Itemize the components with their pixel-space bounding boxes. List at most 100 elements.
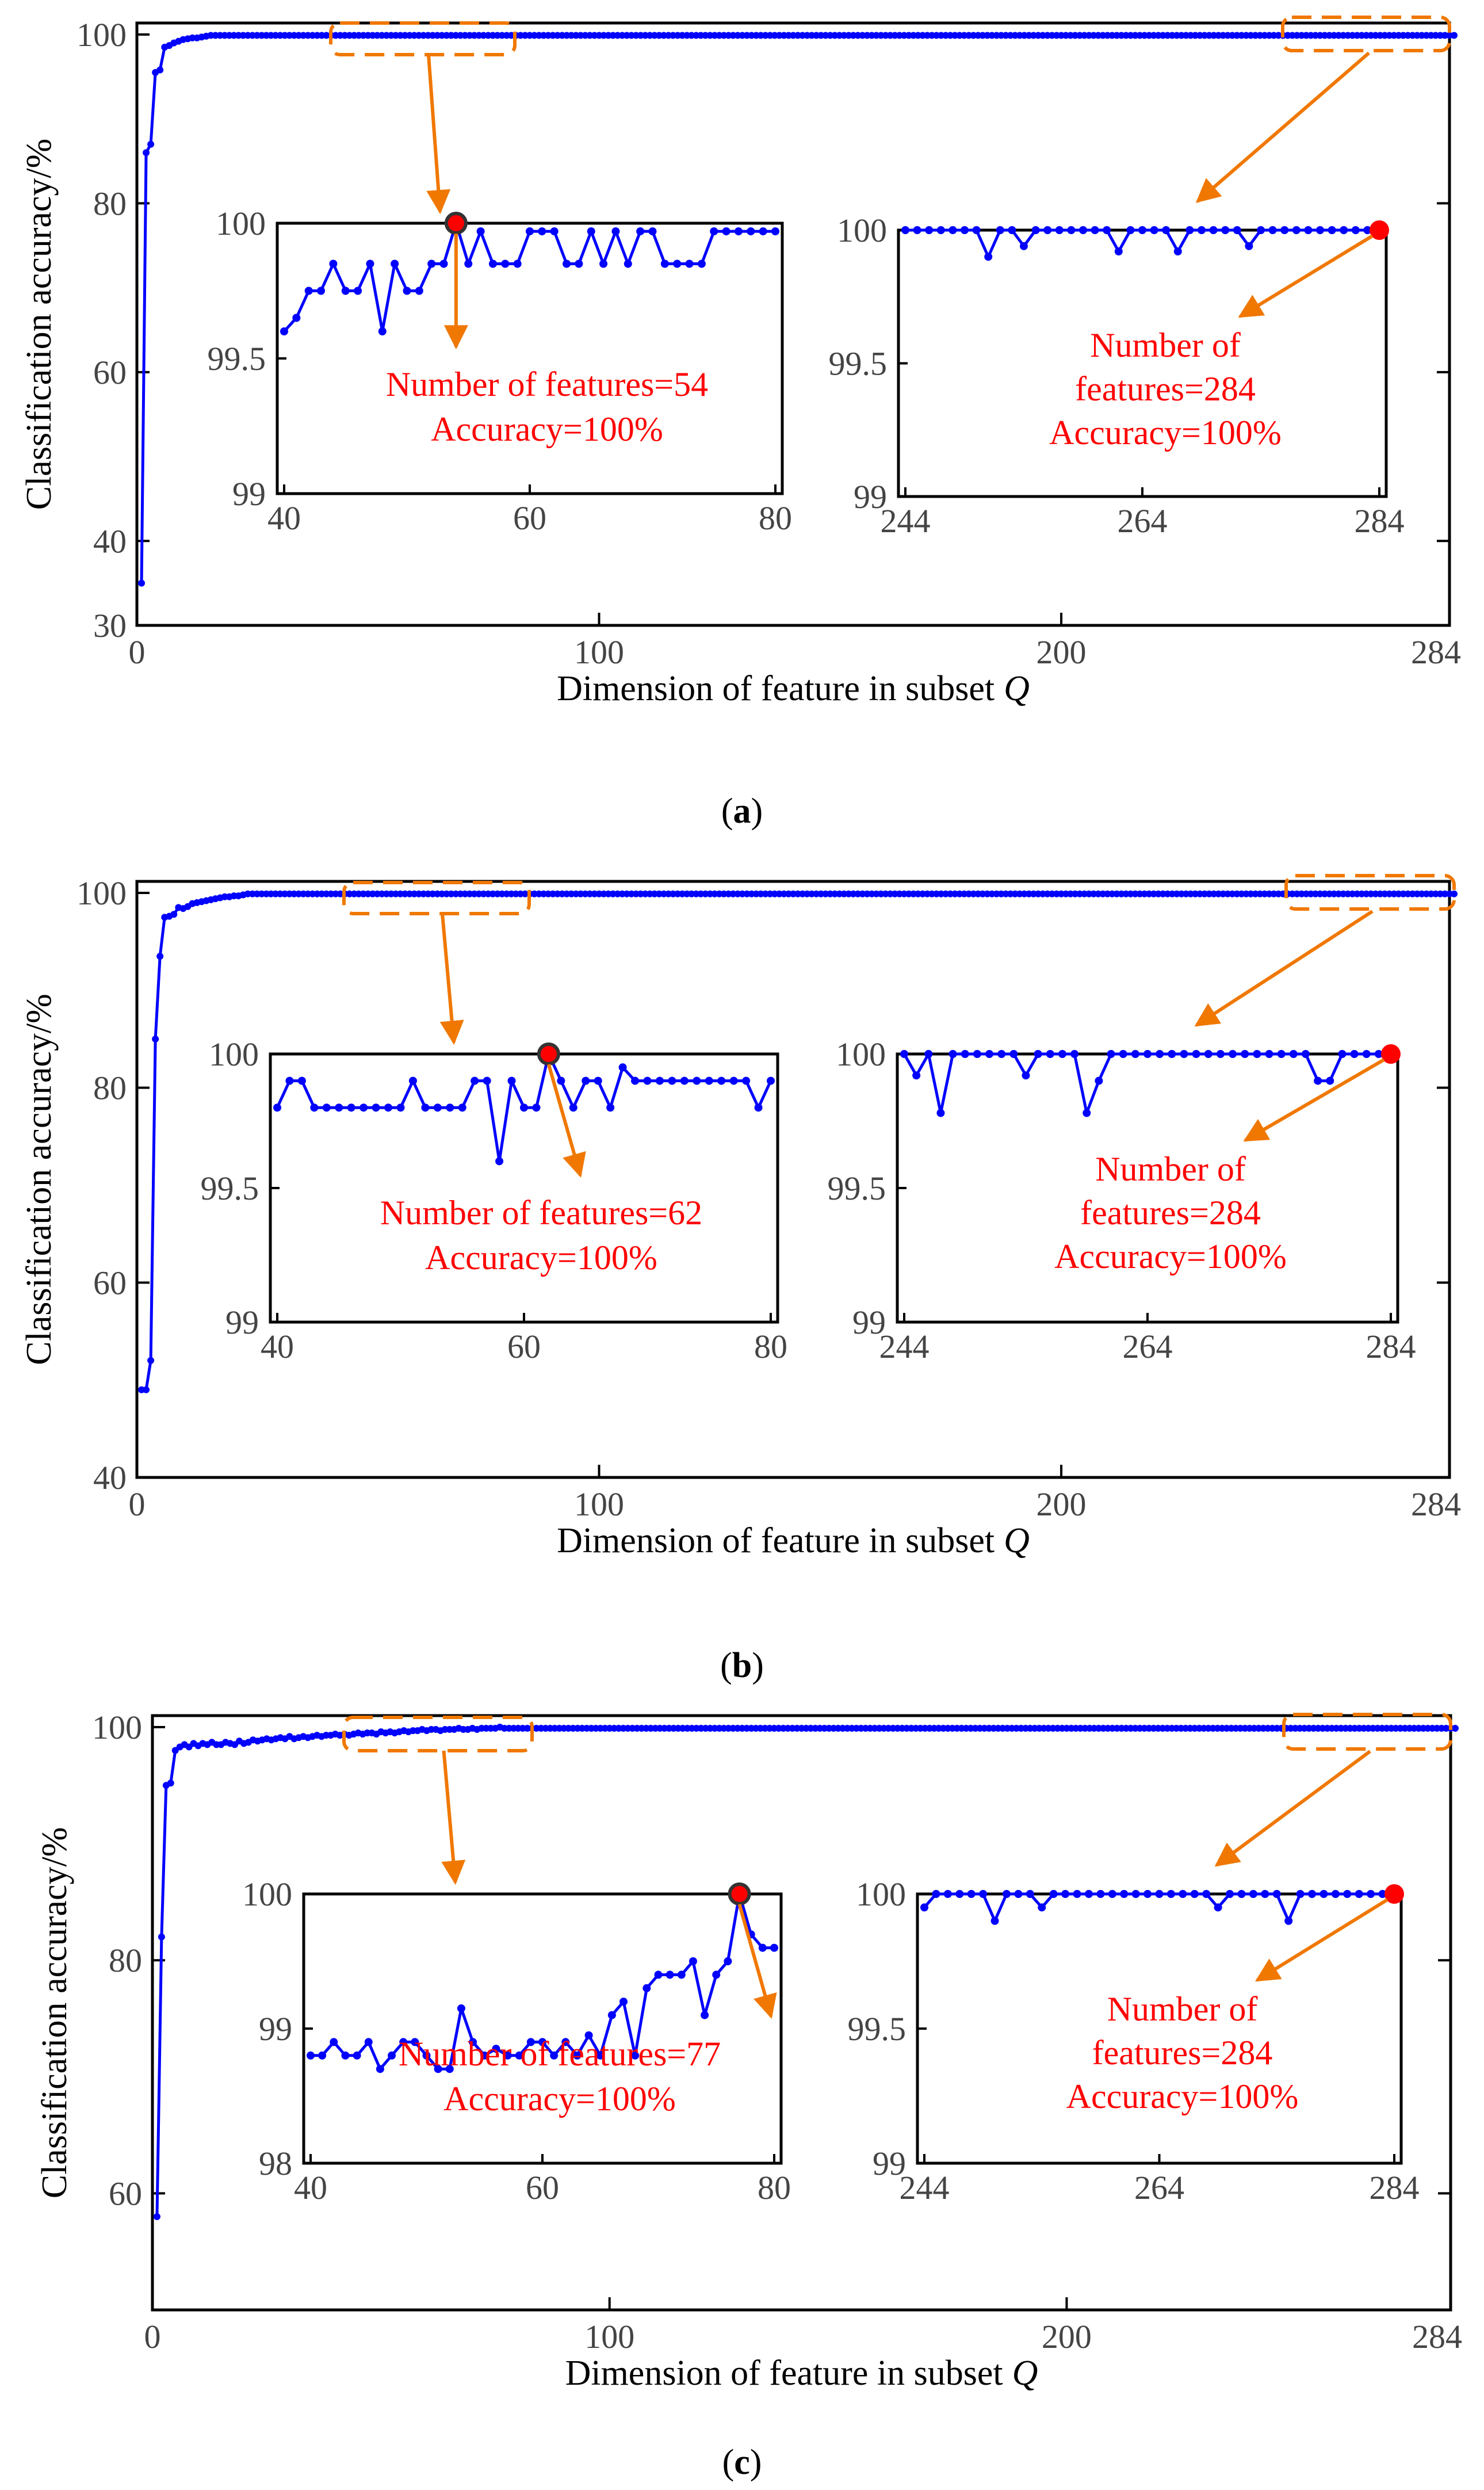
inset-data-point	[943, 1890, 952, 1898]
main-axes-frame	[135, 880, 1451, 1479]
inset-data-point	[648, 227, 657, 236]
x-axis-label-text: Dimension of feature in subset	[565, 2354, 1003, 2393]
inset-x-tick-label: 284	[1355, 502, 1405, 540]
inset-data-point	[439, 259, 448, 268]
inset-data-point	[335, 1103, 343, 1112]
inset-data-point	[532, 1103, 541, 1112]
inset-data-point	[376, 2065, 384, 2073]
inset-frame	[269, 1052, 779, 1324]
inset-data-point	[1038, 1903, 1046, 1912]
inset-data-point	[631, 2051, 640, 2060]
main-data-point	[170, 911, 178, 918]
inset-data-point	[1374, 1050, 1383, 1058]
highlight-arrow-right	[1254, 1898, 1389, 1982]
inset-data-point	[587, 227, 595, 236]
x-axis-label: Dimension of feature in subset Q	[557, 669, 1030, 708]
x-tick-label: 100	[574, 633, 624, 671]
y-tick-label: 100	[77, 874, 127, 912]
y-tick-label: 60	[93, 1264, 127, 1301]
inset-data-point	[492, 2045, 500, 2053]
inset-data-point	[366, 259, 374, 268]
panel-caption: (b)	[720, 1646, 764, 1685]
y-axis-label: Classification accuracy/%	[20, 139, 59, 510]
caption-open-paren: (	[722, 2443, 735, 2482]
x-axis-label-text: Dimension of feature in subset	[557, 1521, 995, 1560]
inset-data-point	[1265, 1050, 1273, 1058]
inset-data-point	[1351, 226, 1360, 234]
inset-data-point	[411, 2038, 419, 2046]
inset-data-point	[654, 1970, 663, 1979]
inset-data-point	[1131, 1050, 1139, 1058]
inset-data-point	[1253, 1050, 1261, 1058]
inset-data-point	[495, 1157, 504, 1166]
main-data-point	[143, 149, 150, 156]
inset-data-point	[1280, 226, 1289, 234]
inset-data-point	[1055, 226, 1064, 234]
inset-data-point	[729, 1076, 738, 1085]
inset-data-point	[685, 259, 694, 268]
highlight-arrow-left	[547, 1064, 586, 1178]
inset-data-point	[341, 287, 350, 295]
panel-c: 60 80 100 0 100 200 284 Classification accuracy…	[35, 1709, 1462, 2482]
inset-y-tick-label: 100	[216, 205, 266, 242]
x-tick-label: 200	[1036, 1485, 1087, 1523]
inset-data-point	[388, 2051, 396, 2060]
y-tick-label: 40	[93, 1459, 127, 1496]
inset-data-point	[758, 1943, 767, 1952]
inset-y-tick-label: 99.5	[208, 340, 266, 377]
inset-data-point	[1008, 226, 1016, 234]
inset-data-point	[1014, 1890, 1023, 1898]
inset-data-point	[329, 259, 338, 268]
inset-data-point	[1214, 1903, 1222, 1912]
inset-data-point	[1289, 1050, 1298, 1058]
y-tick-label: 60	[93, 354, 127, 391]
zoom-box-left	[342, 1716, 534, 1752]
inset-data-point	[1155, 1890, 1164, 1898]
inset-data-point	[607, 2011, 616, 2019]
inset-data-point	[1308, 1890, 1317, 1898]
inset-data-point	[1108, 1890, 1116, 1898]
inset-data-point	[985, 1050, 994, 1058]
inset-data-point	[1226, 1890, 1234, 1898]
inset-x-tick-label: 264	[1123, 1328, 1173, 1365]
inset-data-point	[280, 327, 288, 335]
inset-data-point	[1061, 1890, 1070, 1898]
inset-data-point	[1084, 1890, 1093, 1898]
annotation-text-right: features=284	[1075, 370, 1256, 408]
inset-data-point	[912, 1071, 921, 1080]
inset-data-point	[1284, 1916, 1293, 1925]
zoom-box-left	[342, 881, 531, 915]
main-axes-frame	[151, 1714, 1452, 2312]
inset-y-tick-label: 100	[856, 1876, 906, 1913]
inset-data-point	[1026, 1890, 1034, 1898]
inset-data-point	[712, 1970, 721, 1979]
inset-data-point	[1067, 226, 1076, 234]
inset-data-point	[434, 2065, 442, 2073]
inset-data-point	[403, 287, 411, 295]
inset-data-point	[665, 1970, 674, 1979]
inset-data-point	[668, 1076, 676, 1085]
inset-data-point	[297, 1076, 306, 1085]
zoom-box-right	[1282, 1713, 1452, 1751]
inset-data-point	[1083, 1109, 1091, 1117]
inset-left: 99 99.5 100 40 60 80 Number of features=54 Accu…	[208, 205, 793, 537]
inset-data-point	[1338, 1050, 1347, 1058]
inset-data-point	[660, 259, 669, 268]
x-tick-label: 0	[129, 1485, 146, 1523]
main-data-point	[156, 66, 164, 74]
zoom-arrow-right	[1194, 910, 1374, 1027]
inset-data-point	[1272, 1890, 1281, 1898]
inset-data-point	[483, 1076, 491, 1085]
main-data-point	[153, 2213, 160, 2220]
inset-y-tick-label: 99	[232, 475, 266, 513]
inset-data-point	[979, 1890, 988, 1898]
x-tick-label: 200	[1036, 633, 1087, 671]
inset-data-point	[550, 227, 559, 236]
inset-data-point	[1229, 1050, 1237, 1058]
inset-data-point	[1261, 1890, 1269, 1898]
inset-data-point	[1296, 1890, 1305, 1898]
inset-data-point	[458, 1103, 466, 1112]
inset-data-point	[1119, 1050, 1127, 1058]
inset-data-point	[920, 1903, 928, 1912]
highlight-point	[728, 1882, 751, 1905]
